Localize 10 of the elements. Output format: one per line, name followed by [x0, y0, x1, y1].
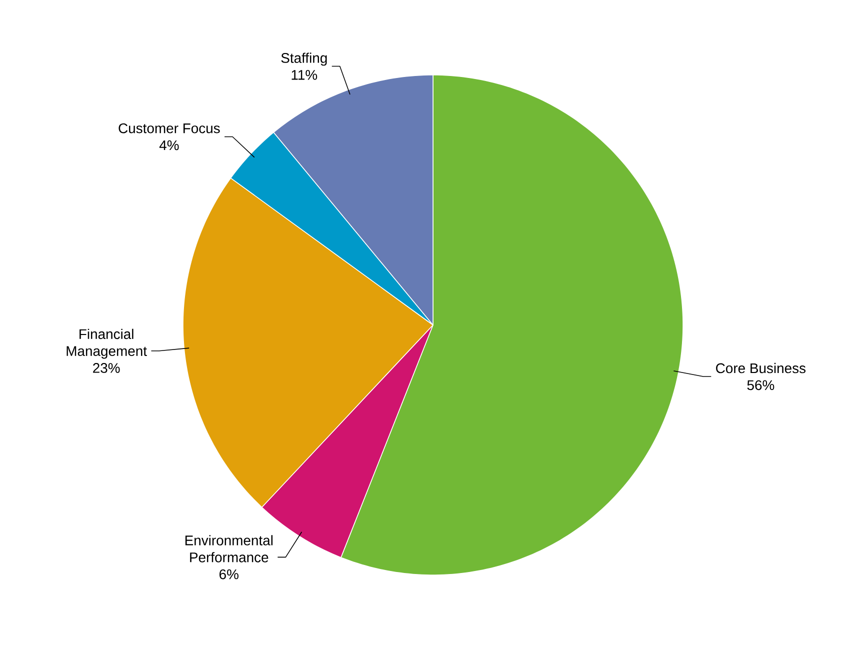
- data-label: 6%: [220, 569, 238, 580]
- data-label: 4%: [159, 140, 179, 150]
- slice-label: Customer Focus: [118, 123, 220, 134]
- slice-label: Environmental Performance: [185, 535, 273, 562]
- data-label: 23%: [93, 363, 120, 373]
- slice-label: Core Business: [716, 362, 806, 374]
- slice-label: Financial Management: [66, 328, 147, 359]
- data-label: 11%: [292, 70, 318, 80]
- slice-label: Staffing: [281, 52, 327, 66]
- data-label: 56%: [747, 380, 774, 390]
